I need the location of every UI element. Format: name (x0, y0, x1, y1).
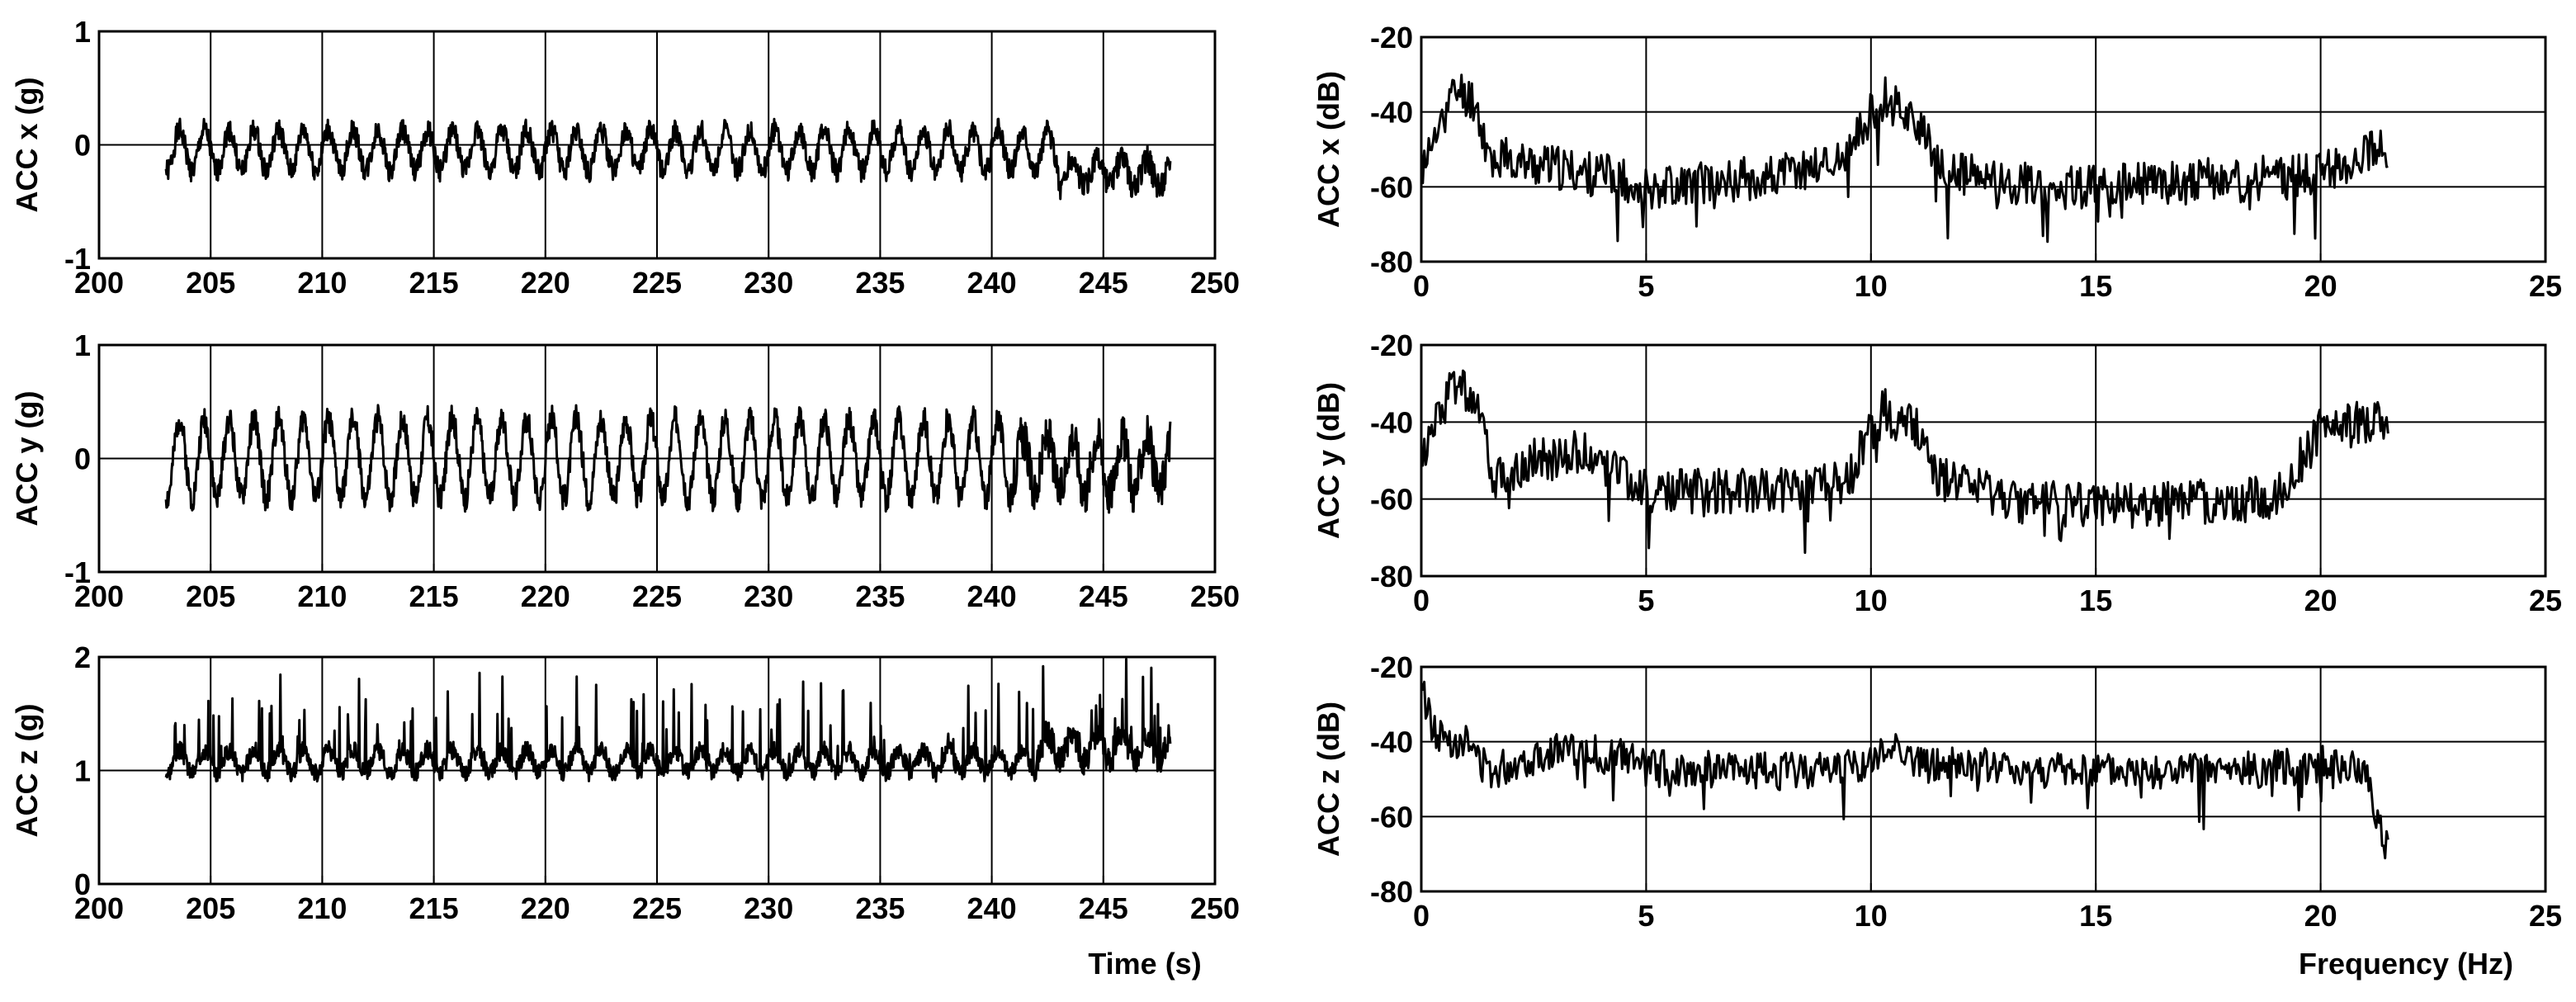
x-tick-label: 200 (74, 579, 124, 613)
x-tick-label: 15 (2079, 899, 2112, 933)
x-tick-label: 205 (186, 891, 235, 925)
acc-x-time-ylabel: ACC x (g) (10, 78, 44, 213)
x-tick-label: 210 (297, 891, 347, 925)
y-tick-label: -20 (1370, 328, 1413, 362)
x-tick-label: 215 (409, 891, 459, 925)
acc-z-spectrum-series-line (1420, 680, 2389, 860)
y-tick-label: 0 (74, 867, 91, 901)
y-tick-label: 1 (74, 15, 91, 49)
acc-x-spectrum-ylabel: ACC x (dB) (1312, 71, 1345, 228)
acc-x-spectrum-series-line (1420, 73, 2389, 243)
frequency-axis-label: Frequency (Hz) (2299, 947, 2513, 981)
x-tick-label: 205 (186, 266, 235, 300)
y-tick-label: -40 (1370, 96, 1413, 130)
x-tick-label: 200 (74, 266, 124, 300)
x-tick-label: 25 (2529, 584, 2562, 617)
x-tick-label: 250 (1190, 266, 1240, 300)
x-tick-label: 210 (297, 266, 347, 300)
y-tick-label: -1 (64, 555, 91, 589)
x-tick-label: 220 (521, 579, 570, 613)
acc-y-spectrum-ylabel: ACC y (dB) (1312, 382, 1345, 539)
x-tick-label: 235 (855, 266, 905, 300)
acc-y-spectrum-panel: 0 5 10 15 20 25 -80 -60 -40 -20 ACC y (dB) (1312, 328, 2562, 617)
y-tick-label: -40 (1370, 405, 1413, 439)
x-tick-label: 0 (1413, 584, 1430, 617)
y-tick-label: -80 (1370, 875, 1413, 909)
y-tick-label: -80 (1370, 245, 1413, 279)
y-tick-label: -20 (1370, 21, 1413, 54)
x-tick-label: 25 (2529, 899, 2562, 933)
acc-y-time-ylabel: ACC y (g) (10, 391, 44, 527)
x-tick-label: 0 (1413, 269, 1430, 303)
y-tick-label: 1 (74, 328, 91, 362)
acc-z-spectrum-ylabel: ACC z (dB) (1312, 702, 1345, 857)
y-tick-label: 0 (74, 442, 91, 476)
x-tick-label: 245 (1079, 579, 1128, 613)
x-tick-label: 250 (1190, 891, 1240, 925)
x-tick-label: 225 (632, 579, 682, 613)
acc-y-spectrum-axes-frame (1420, 343, 2547, 578)
acc-y-time-panel: 200 205 210 215 220 225 230 235 240 245 250 -1 0 1 ACC… (10, 328, 1240, 613)
acc-x-time-panel: 200 205 210 215 220 225 230 235 240 245 250 -1 0 1 ACC… (10, 15, 1240, 300)
x-tick-label: 235 (855, 891, 905, 925)
x-tick-label: 15 (2079, 269, 2112, 303)
x-tick-label: 215 (409, 266, 459, 300)
y-tick-label: 1 (74, 754, 91, 788)
x-tick-label: 225 (632, 266, 682, 300)
y-tick-label: -40 (1370, 726, 1413, 759)
panels: 200 205 210 215 220 225 230 235 240 245 250-101ACC… (10, 15, 2562, 933)
y-tick-label: -60 (1370, 483, 1413, 517)
x-tick-label: 5 (1638, 584, 1654, 617)
x-tick-label: 230 (744, 891, 793, 925)
x-tick-label: 5 (1638, 899, 1654, 933)
y-tick-label: -60 (1370, 170, 1413, 204)
y-tick-label: -80 (1370, 560, 1413, 593)
x-tick-label: 10 (1855, 899, 1888, 933)
x-tick-label: 220 (521, 891, 570, 925)
x-tick-label: 10 (1855, 584, 1888, 617)
x-tick-label: 25 (2529, 269, 2562, 303)
x-tick-label: 225 (632, 891, 682, 925)
y-tick-label: -20 (1370, 650, 1413, 684)
acc-z-spectrum-axes-frame (1420, 665, 2547, 893)
acc-z-time-series-line (164, 658, 1172, 783)
x-tick-label: 215 (409, 579, 459, 613)
x-tick-label: 230 (744, 266, 793, 300)
x-tick-label: 240 (967, 266, 1017, 300)
x-tick-label: 235 (855, 579, 905, 613)
x-tick-label: 15 (2079, 584, 2112, 617)
x-tick-label: 20 (2304, 584, 2337, 617)
y-tick-label: 0 (74, 129, 91, 163)
x-tick-label: 240 (967, 891, 1017, 925)
acc-x-time-series-line (164, 117, 1172, 201)
acc-x-spectrum-panel: 0 5 10 15 20 25 -80 -60 -40 -20 ACC x (dB) (1312, 21, 2562, 303)
acc-x-spectrum-axes-frame (1420, 35, 2547, 263)
acc-y-spectrum-series-line (1420, 369, 2389, 555)
y-tick-label: 2 (74, 640, 91, 674)
acc-z-spectrum-panel: 0 5 10 15 20 25 -80 -60 -40 -20 ACC z (dB) (1312, 650, 2562, 933)
y-tick-label: -1 (64, 242, 91, 276)
x-tick-label: 240 (967, 579, 1017, 613)
acc-z-time-panel: 200 205 210 215 220 225 230 235 240 245 250 0 1 2 ACC … (10, 640, 1240, 925)
x-tick-label: 20 (2304, 899, 2337, 933)
x-tick-label: 0 (1413, 899, 1430, 933)
x-tick-label: 245 (1079, 266, 1128, 300)
y-tick-label: -60 (1370, 800, 1413, 834)
x-tick-label: 10 (1855, 269, 1888, 303)
acc-z-time-ylabel: ACC z (g) (10, 704, 44, 838)
x-tick-label: 20 (2304, 269, 2337, 303)
x-tick-label: 5 (1638, 269, 1654, 303)
x-tick-label: 200 (74, 891, 124, 925)
x-tick-label: 250 (1190, 579, 1240, 613)
time-axis-label: Time (s) (1088, 947, 1201, 981)
x-tick-label: 230 (744, 579, 793, 613)
acc-y-time-series-line (164, 404, 1172, 514)
x-tick-label: 210 (297, 579, 347, 613)
x-tick-label: 205 (186, 579, 235, 613)
x-tick-label: 220 (521, 266, 570, 300)
x-tick-label: 245 (1079, 891, 1128, 925)
